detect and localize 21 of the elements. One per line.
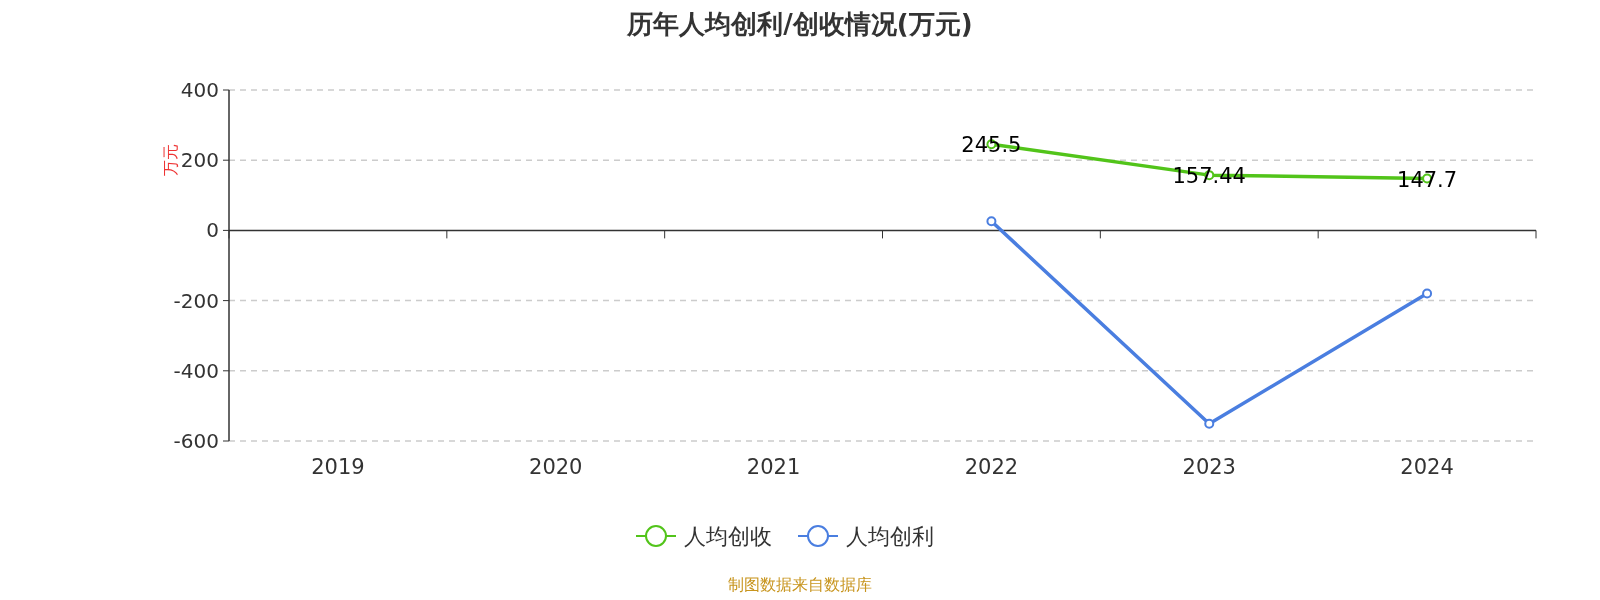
x-tick-label: 2021: [746, 455, 801, 479]
y-tick-label: 200: [180, 148, 219, 173]
x-tick-label: 2022: [964, 455, 1019, 479]
x-tick-label: 2019: [311, 455, 365, 479]
x-tick-label: 2020: [529, 455, 583, 479]
y-tick-label: -600: [173, 429, 219, 453]
point: [1204, 418, 1215, 429]
legend-label: 人均创利: [846, 524, 934, 549]
y-tick-label: 0: [206, 218, 219, 243]
x-tick-label: 2024: [1400, 455, 1454, 479]
x-tick-label: 2023: [1182, 455, 1236, 479]
text: 制图数据来自数据库: [728, 575, 872, 594]
y-tick-label: -200: [173, 288, 219, 313]
legend-label: 人均创收: [684, 524, 772, 549]
point: [986, 216, 997, 227]
data-label: 147.7: [1397, 167, 1458, 192]
y-tick-label: -400: [173, 358, 219, 383]
chart-title: 历年人均创利/创收情况(万元): [626, 9, 973, 39]
point: [1422, 288, 1433, 299]
y-axis-title: 万元: [161, 144, 180, 177]
y-tick-label: 400: [180, 78, 219, 102]
